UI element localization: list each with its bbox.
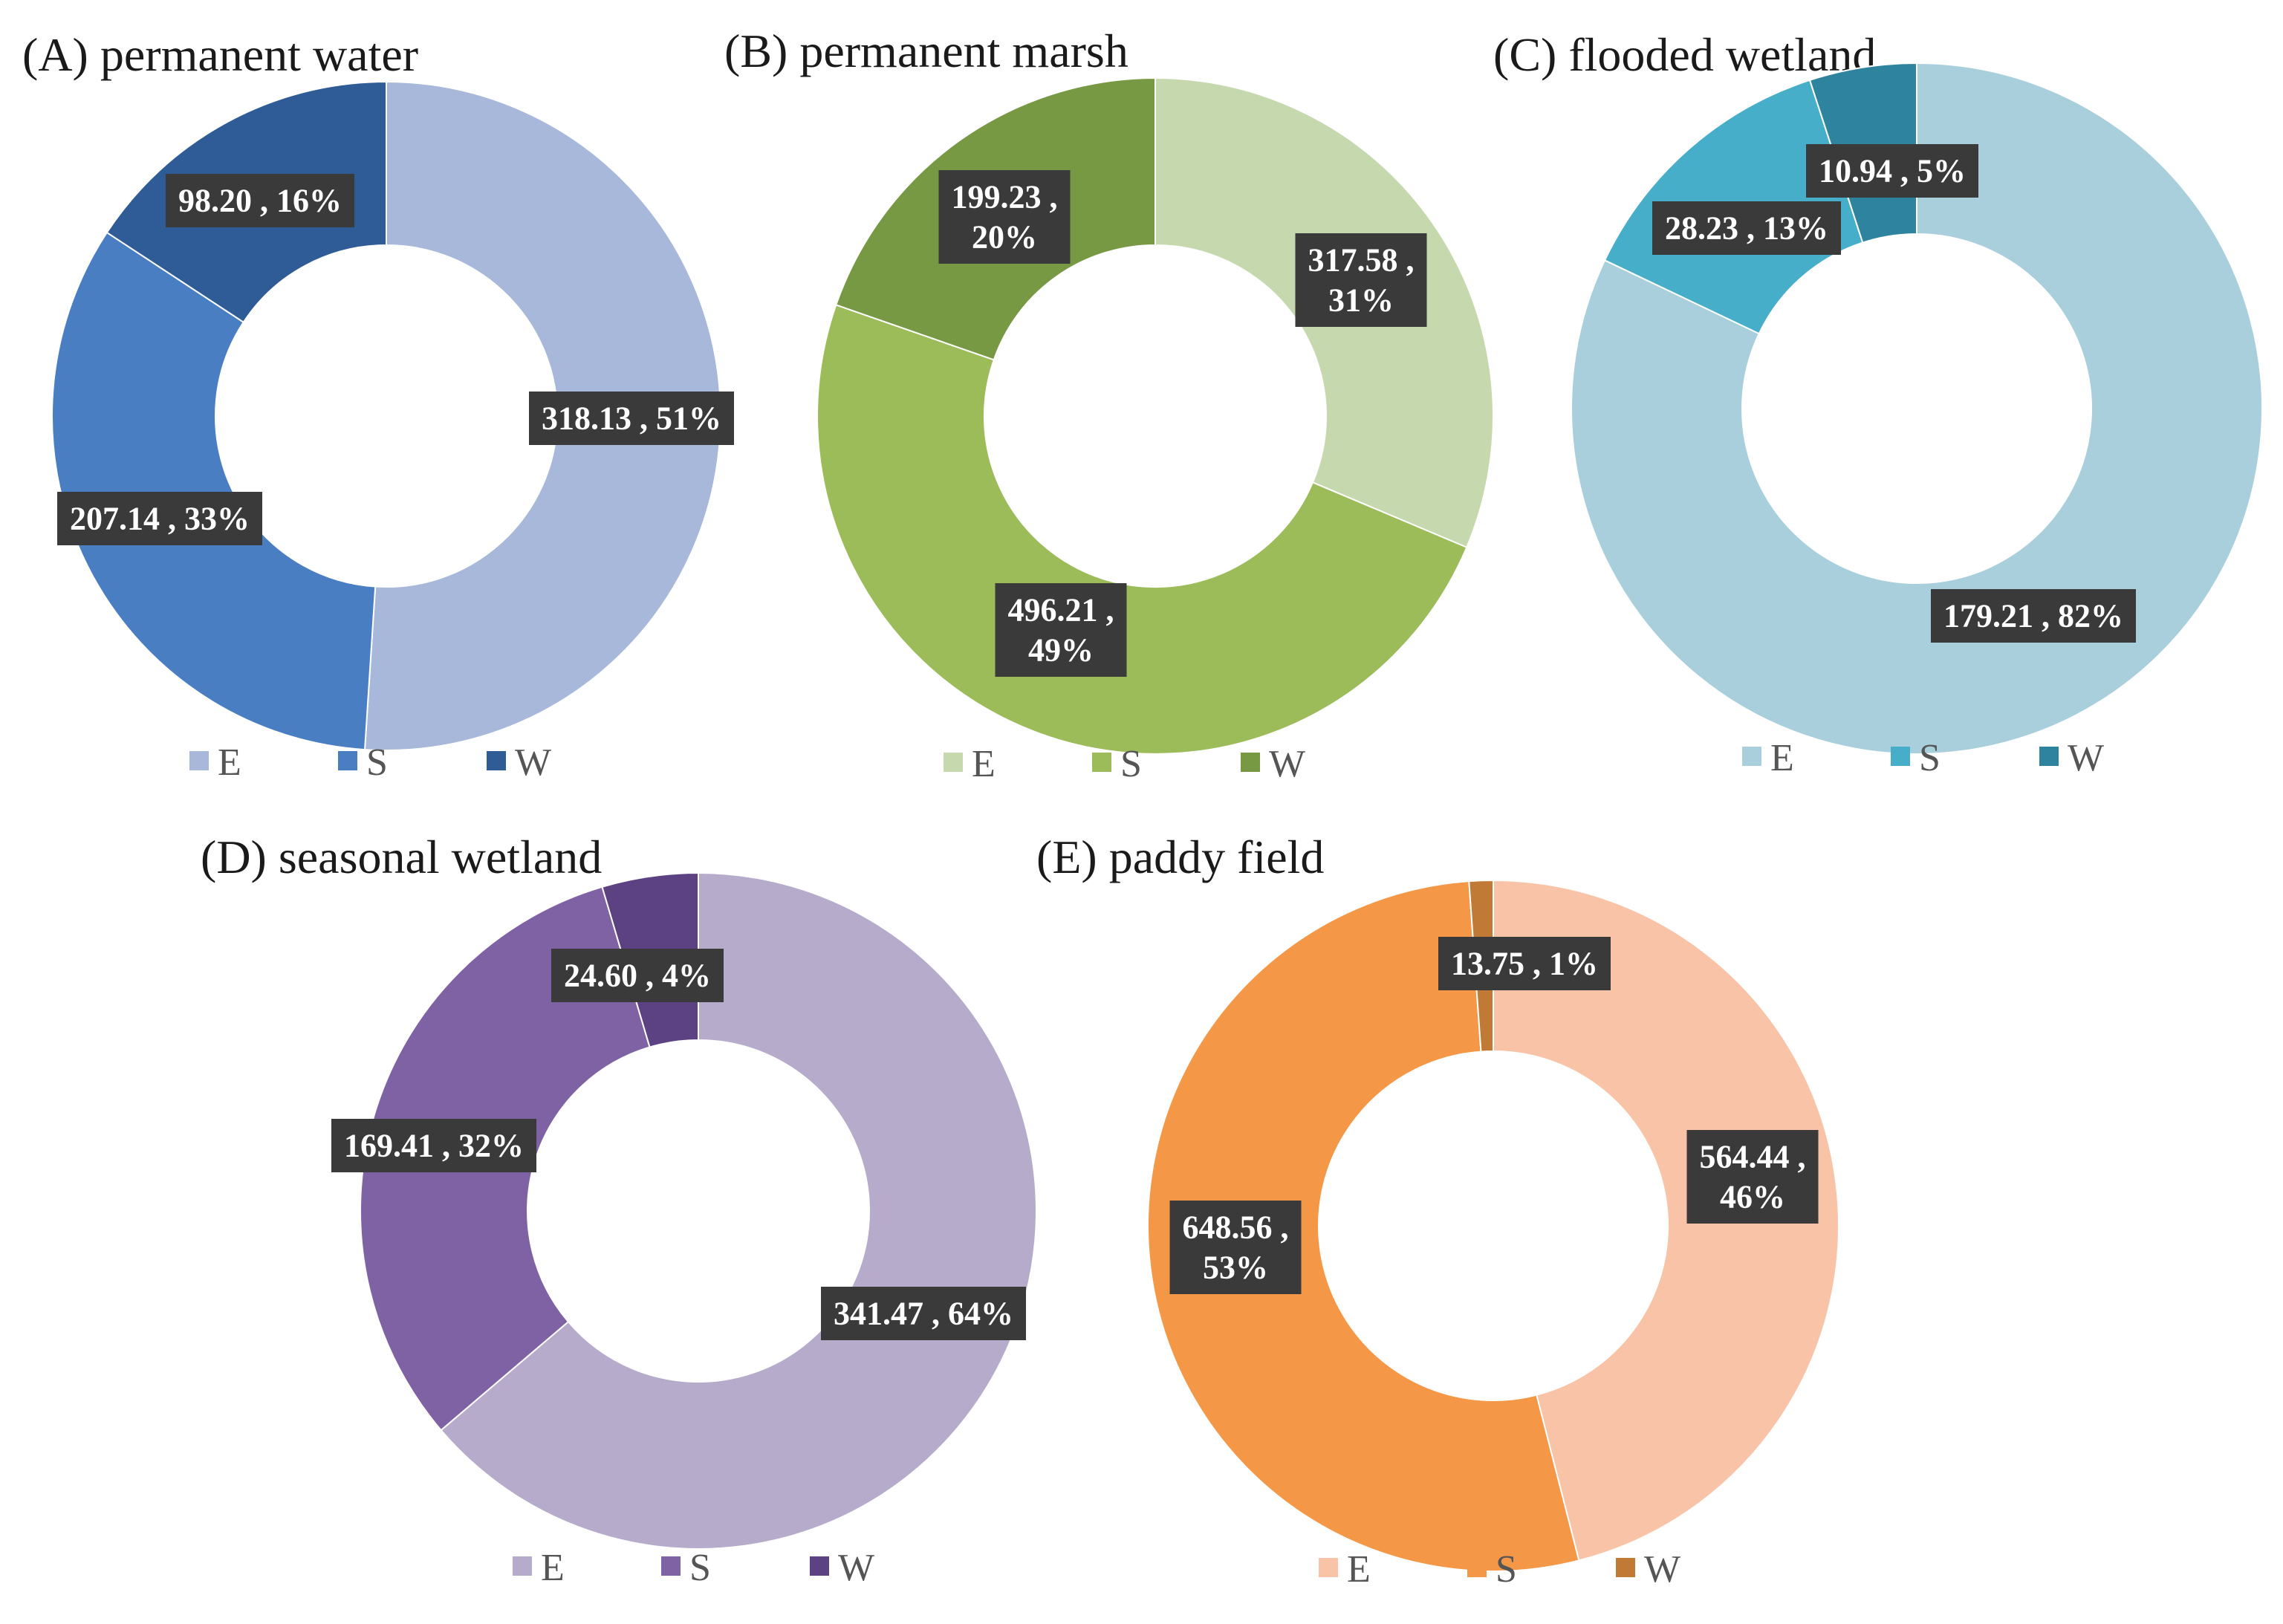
donut-slice-E <box>440 871 1037 1550</box>
data-label: 318.13 , 51% <box>529 392 734 445</box>
data-label-box <box>1169 1201 1302 1294</box>
data-label-box <box>551 949 724 1002</box>
legend-swatch-E <box>1319 1558 1338 1577</box>
legend-label-E: E <box>1770 737 1794 779</box>
data-label: 199.23 , 20% <box>938 170 1071 264</box>
chart-title: (B) permanent marsh <box>724 25 1128 77</box>
legend-label-W: W <box>1644 1548 1680 1591</box>
data-label-text: 207.14 , 33% <box>70 501 250 537</box>
donut-slice-S <box>51 231 377 751</box>
legend-swatch-W <box>1616 1558 1635 1577</box>
legend-label-W: W <box>2068 737 2104 779</box>
donut-slice-E <box>1493 879 1839 1562</box>
legend-label-S: S <box>1496 1548 1517 1591</box>
data-label: 179.21 , 82% <box>1931 589 2136 643</box>
data-label-box <box>1931 589 2136 643</box>
data-label-text: 496.21 , <box>1008 592 1114 629</box>
chart-title: (E) paddy field <box>1036 831 1324 883</box>
donut-slice-E <box>1571 62 2263 755</box>
data-label: 564.44 , 46% <box>1686 1130 1819 1224</box>
legend-label-E: E <box>218 741 241 784</box>
chart-title: (C) flooded wetland <box>1493 28 1876 81</box>
legend-label-W: W <box>515 741 551 784</box>
data-label-box <box>1438 937 1611 990</box>
data-label-box <box>57 492 262 545</box>
legend-swatch-E <box>513 1556 532 1576</box>
data-label-text: 317.58 , <box>1308 242 1415 279</box>
data-label-box <box>1295 233 1427 327</box>
data-label-text: 10.94 , 5% <box>1819 153 1966 189</box>
legend-swatch-W <box>810 1556 829 1576</box>
data-label: 207.14 , 33% <box>57 492 262 545</box>
data-label-text: 199.23 , <box>952 179 1058 215</box>
donut-chart-4: (D) seasonal wetland 341.47 , 64% 169.41 ,… <box>201 831 1037 1589</box>
data-label-text: 24.60 , 4% <box>564 958 711 994</box>
legend-label-S: S <box>366 741 388 784</box>
donut-chart-2: (B) permanent marsh 317.58 ,31% 496.21 ,49… <box>724 25 1494 785</box>
data-label: 317.58 ,31% <box>1295 233 1427 327</box>
legend-swatch-S <box>661 1556 681 1576</box>
data-label: 28.23 , 13% <box>1652 201 1841 255</box>
data-label: 98.20 , 16% <box>166 174 354 227</box>
legend-label-S: S <box>689 1547 711 1589</box>
data-label-text: 13.75 , 1% <box>1451 946 1598 982</box>
data-label-text: 341.47 , 64% <box>834 1296 1013 1332</box>
data-label-text: 318.13 , 51% <box>542 400 721 437</box>
data-label-text: 169.41 , 32% <box>344 1128 524 1164</box>
legend-swatch-S <box>1891 747 1910 766</box>
donut-slice-S <box>816 304 1468 755</box>
legend-swatch-S <box>338 751 357 770</box>
data-label-box <box>1806 144 1978 198</box>
donut-chart-1: (A) permanent water 318.13 , 51% 207.14 , … <box>22 28 734 784</box>
data-label-text: 20% <box>972 219 1037 256</box>
data-label-text: 179.21 , 82% <box>1943 598 2123 634</box>
data-label-text: 564.44 , <box>1700 1139 1806 1175</box>
data-label: 648.56 , 53% <box>1169 1201 1302 1294</box>
legend-label-W: W <box>838 1547 874 1589</box>
data-label-box <box>821 1287 1026 1340</box>
donut-chart-5: (E) paddy field 564.44 , 46% 648.56 , 53% 13.… <box>1036 831 1839 1591</box>
data-label-box <box>938 170 1071 264</box>
data-label: 341.47 , 64% <box>821 1287 1026 1340</box>
data-label-text: 49% <box>1028 632 1094 669</box>
data-label-box <box>529 392 734 445</box>
chart-title: (A) permanent water <box>22 28 418 81</box>
data-label-text: 28.23 , 13% <box>1665 210 1828 247</box>
data-label: 169.41 , 32% <box>331 1119 536 1172</box>
legend-swatch-S <box>1467 1558 1487 1577</box>
data-label-text: 53% <box>1203 1250 1268 1286</box>
legend-swatch-E <box>189 751 209 770</box>
legend-swatch-W <box>2039 747 2059 766</box>
data-label-box <box>166 174 354 227</box>
donut-slice-S <box>1147 880 1580 1572</box>
data-label: 24.60 , 4% <box>551 949 724 1002</box>
legend-swatch-W <box>487 751 506 770</box>
data-label-box <box>1686 1130 1819 1224</box>
legend-swatch-E <box>1742 747 1761 766</box>
donut-slice-E <box>363 80 721 751</box>
legend-label-W: W <box>1269 743 1305 785</box>
legend-label-E: E <box>541 1547 565 1589</box>
legend-label-E: E <box>1347 1548 1371 1591</box>
legend-swatch-S <box>1092 753 1111 772</box>
data-label: 10.94 , 5% <box>1806 144 1978 198</box>
data-label-box <box>995 583 1127 677</box>
data-label-text: 648.56 , <box>1183 1209 1289 1246</box>
data-label: 496.21 ,49% <box>995 583 1127 677</box>
chart-title: (D) seasonal wetland <box>201 831 602 883</box>
legend-swatch-W <box>1241 753 1260 772</box>
data-label-text: 46% <box>1720 1179 1785 1215</box>
data-label: 13.75 , 1% <box>1438 937 1611 990</box>
data-label-box <box>1652 201 1841 255</box>
legend-label-E: E <box>972 743 996 785</box>
legend-swatch-E <box>944 753 963 772</box>
donut-chart-3: (C) flooded wetland 179.21 , 82% 28.23 , 1… <box>1493 28 2263 779</box>
data-label-box <box>331 1119 536 1172</box>
legend-label-S: S <box>1120 743 1142 785</box>
data-label-text: 98.20 , 16% <box>178 183 342 219</box>
data-label-text: 31% <box>1328 282 1394 319</box>
legend-label-S: S <box>1919 737 1941 779</box>
